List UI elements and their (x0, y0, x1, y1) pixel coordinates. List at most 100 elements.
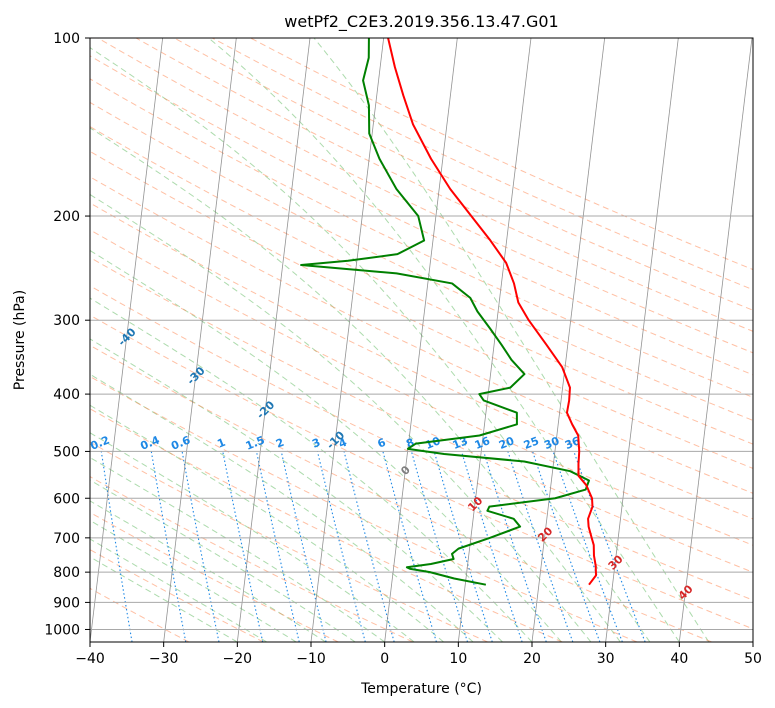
dry-adiabat-line (135, 38, 753, 332)
dry-adiabat-line (97, 38, 753, 354)
mixing-ratio-label: 2 (274, 436, 286, 451)
mixing-ratio-line (532, 451, 601, 642)
isotherm-line (384, 38, 458, 642)
isotherm-line (605, 38, 679, 642)
dry-adiabat-line (90, 126, 753, 445)
mixing-ratio-line (181, 451, 220, 642)
moist-adiabat-line (208, 38, 680, 642)
mixing-ratio-label: 16 (473, 434, 492, 452)
dewpoint-line (300, 38, 590, 586)
plot-background (90, 38, 753, 642)
x-tick-label: 40 (670, 651, 688, 667)
isotherm-line (457, 38, 532, 642)
dry-adiabat-line (212, 38, 753, 291)
mixing-ratio-line (343, 451, 395, 642)
dry-adiabat-line (90, 55, 753, 376)
mixing-ratio-line (460, 451, 523, 642)
isotherm-line (678, 38, 753, 642)
mixing-ratio-line (507, 451, 574, 642)
x-tick-label: 20 (523, 651, 541, 667)
mixing-ratio-label: 10 (423, 434, 442, 452)
isotherm-line (90, 38, 164, 642)
mixing-ratio-line (433, 451, 493, 642)
x-tick-label: 0 (380, 651, 389, 667)
mixing-ratio-label: 20 (497, 434, 516, 452)
mixing-ratio-line (410, 451, 469, 642)
mixing-ratio-line (222, 451, 264, 642)
x-tick-label: −40 (75, 651, 105, 667)
x-axis: −40 −30 −20 −10 0 10 20 30 40 50 (75, 642, 762, 667)
mixing-ratio-label: 25 (522, 434, 541, 452)
y-axis-title: Pressure (hPa) (12, 290, 28, 390)
y-tick-label: 900 (53, 595, 80, 611)
dry-adiabat-line (90, 314, 753, 630)
moist-adiabat-line (90, 249, 562, 642)
isotherm-line (163, 38, 237, 642)
mixing-ratio-label: 8 (404, 436, 416, 451)
y-tick-label: 300 (53, 313, 80, 329)
isotherm-line (531, 38, 606, 642)
dry-adiabat-line (90, 101, 753, 421)
mixing-ratio-line (552, 451, 623, 642)
moist-adiabat-line (90, 127, 621, 642)
mixing-ratio-label: 3 (310, 436, 322, 451)
dry-adiabat-line (90, 511, 339, 642)
mixing-ratio-lines (100, 451, 646, 642)
mixing-ratio-line (255, 451, 300, 642)
dry-adiabat-line (90, 78, 753, 398)
isobar-gridlines (90, 38, 753, 630)
x-tick-label: −10 (296, 651, 326, 667)
moist-adiabat-line (90, 193, 592, 642)
mixing-ratio-line (316, 451, 366, 642)
temperature-line (387, 38, 598, 586)
mixing-ratio-line (382, 451, 437, 642)
y-tick-label: 700 (53, 531, 80, 547)
dry-adiabat-line (90, 441, 488, 642)
x-tick-label: 50 (744, 651, 762, 667)
moist-adiabats (90, 38, 710, 642)
y-tick-label: 800 (53, 565, 80, 581)
moist-adiabat-line (90, 456, 385, 642)
chart-title: wetPf2_C2E3.2019.356.13.47.G01 (284, 12, 558, 32)
moist-adiabat-line (90, 404, 444, 642)
background-lines (90, 38, 753, 642)
y-axis: 100 200 300 400 500 600 700 800 900 1000 (44, 31, 90, 638)
mixing-ratio-label: 30 (542, 434, 561, 452)
plot-frame (89, 37, 754, 643)
x-axis-title: Temperature (°C) (360, 681, 482, 697)
mixing-ratio-line (483, 451, 547, 642)
moist-adiabat-line (90, 338, 503, 642)
x-tick-label: −30 (149, 651, 179, 667)
dry-adiabats (90, 38, 753, 642)
mixing-ratio-line (100, 451, 133, 642)
dry-adiabat-line (90, 229, 753, 546)
moist-adiabat-line (313, 38, 710, 642)
mixing-ratio-label: 1 (215, 436, 227, 451)
mixing-ratio-line (150, 451, 187, 642)
dry-adiabat-line (173, 38, 753, 311)
x-tick-label: 10 (449, 651, 467, 667)
moist-adiabat-line (90, 47, 651, 642)
x-tick-label: 30 (597, 651, 615, 667)
isotherm-line (236, 38, 311, 642)
y-tick-label: 500 (53, 444, 80, 460)
moist-adiabat-line (90, 297, 533, 642)
moist-adiabat-line (90, 556, 238, 642)
moist-adiabat-line (90, 500, 327, 642)
y-tick-label: 100 (53, 31, 80, 47)
profile-lines (300, 38, 598, 586)
moist-adiabat-line (90, 432, 415, 642)
x-tick-label: −20 (223, 651, 253, 667)
dry-adiabat-line (90, 408, 563, 642)
y-tick-label: 600 (53, 491, 80, 507)
y-tick-label: 200 (53, 209, 80, 225)
dry-adiabat-line (250, 38, 753, 271)
mixing-ratio-line (280, 451, 327, 642)
moist-adiabat-line (90, 479, 356, 642)
dry-adiabat-line (90, 285, 753, 601)
y-tick-label: 1000 (44, 622, 80, 638)
isotherms (90, 38, 753, 642)
y-tick-label: 400 (53, 387, 80, 403)
